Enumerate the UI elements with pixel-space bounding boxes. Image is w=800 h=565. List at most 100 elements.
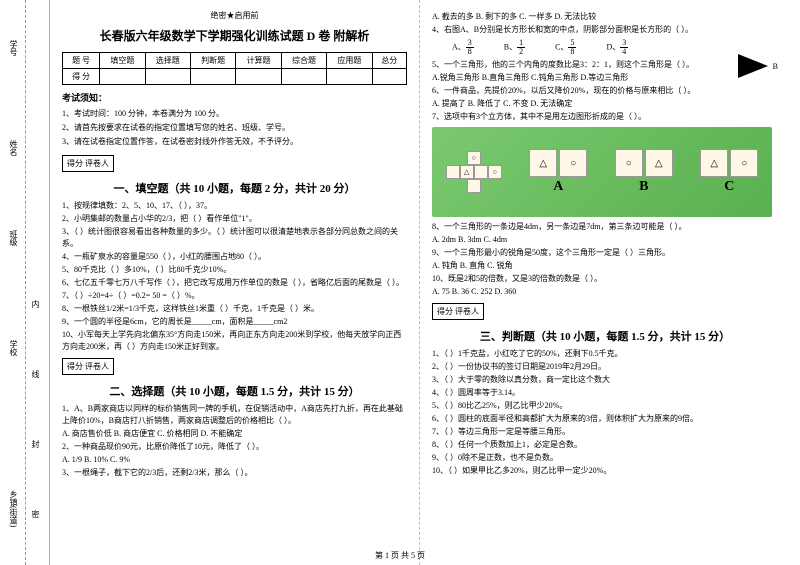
notice-item: 1、考试时间：100 分钟，本卷满分为 100 分。 <box>62 108 407 119</box>
judge-q: 3、（ ）大于零的数除以真分数，商一定比这个数大 <box>432 374 778 386</box>
fill-q: 2、小明集邮的数量占小华的2/3，把（ ）看作单位"1"。 <box>62 213 407 225</box>
notice-item: 3、请在试卷指定位置作答，在试卷密封线外作答无效，不予评分。 <box>62 136 407 147</box>
left-column: 绝密★启用前 长春版六年级数学下学期强化训练试题 D 卷 附解析 题 号 填空题… <box>50 0 420 565</box>
td[interactable] <box>145 69 190 85</box>
choice-q: A. 商店售价低 B. 商店便宜 C. 价格相同 D. 不能确定 <box>62 428 407 440</box>
right-column: A. 截去的多 B. 剩下的多 C. 一样多 D. 无法比较 4、右图A、B分别… <box>420 0 790 565</box>
fill-q: 10、小军每天上学先向北偏东35°方向走150米，再向正东方向走200米到学校，… <box>62 329 407 353</box>
judge-q: 8、（ ）任何一个质数加上1，必定是合数。 <box>432 439 778 451</box>
td[interactable] <box>190 69 235 85</box>
cube-unfold: ○ △ ○ <box>446 151 502 193</box>
judge-q: 7、（ ）等边三角形一定是等腰三角形。 <box>432 426 778 438</box>
cube-face: △ <box>700 149 728 177</box>
score-box: 得分 评卷人 <box>432 303 484 320</box>
choice-q: 4、右图A、B分别是长方形长和宽的中点，阴影部分面积是长方形的（ ）。 <box>432 24 778 36</box>
td[interactable] <box>372 69 406 85</box>
cube-face: ○ <box>559 149 587 177</box>
opt-d: D、34 <box>606 39 628 56</box>
choice-q: 9、一个三角形最小的锐角是50度，这个三角形一定是（ ）三角形。 <box>432 247 778 259</box>
arrow-diagram: B <box>738 54 778 84</box>
th: 综合题 <box>281 53 326 69</box>
notice-title: 考试须知： <box>62 91 407 104</box>
margin-label: 学校 <box>8 340 19 356</box>
choice-opt: A. 2dm B. 3dm C. 4dm <box>432 234 778 246</box>
cube-face: ○ <box>730 149 758 177</box>
judge-q: 10、（ ）如果甲比乙多20%，则乙比甲一定少20%。 <box>432 465 778 477</box>
choice-q: 5、一个三角形，他的三个内角的度数比是3：2：1，则这个三角形是（ ）。 <box>432 59 778 71</box>
score-box: 得分 评卷人 <box>62 358 114 375</box>
seal-word: 密 <box>30 510 41 518</box>
choice-q: 7、选项中有3个立方体，其中不是用左边图形折成的是（ ）。 <box>432 111 778 123</box>
arrow-b-label: B <box>773 62 778 71</box>
th: 计算题 <box>236 53 281 69</box>
cube-face: ○ <box>615 149 643 177</box>
opt-a: A、38 <box>452 39 474 56</box>
secret-label: 绝密★启用前 <box>62 10 407 21</box>
choice-q: 8、一个三角形的一条边是4dm，另一条边是7dm，第三条边可能是（ ）。 <box>432 221 778 233</box>
cube-diagram: ○ △ ○ △○ A ○△ B <box>432 127 772 217</box>
choice-opt: A. 截去的多 B. 剩下的多 C. 一样多 D. 无法比较 <box>432 11 778 23</box>
notice-item: 2、请首先按要求在试卷的指定位置填写您的姓名、班级、学号。 <box>62 122 407 133</box>
opt-b: B、12 <box>504 39 525 56</box>
seal-word: 线 <box>30 370 41 378</box>
judge-q: 6、（ ）圆柱的底面半径和高都扩大为原来的3倍，则体积扩大为原来的9倍。 <box>432 413 778 425</box>
th: 总分 <box>372 53 406 69</box>
unfold-cell: △ <box>460 165 474 179</box>
section-3-title: 三、判断题（共 10 小题，每题 1.5 分，共计 15 分） <box>432 328 778 344</box>
th: 填空题 <box>100 53 145 69</box>
choice-q: 10、既是2和5的倍数，又是3的倍数的数是（ ）。 <box>432 273 778 285</box>
cube-label-a: A <box>553 179 563 195</box>
td[interactable] <box>327 69 372 85</box>
judge-q: 2、（ ）一份协议书的签订日期是2019年2月29日。 <box>432 361 778 373</box>
choice-q: 6、一件商品，先提价20%，以后又降价20%，现在的价格与原来相比（ ）。 <box>432 85 778 97</box>
margin-label: 姓名 <box>8 140 19 156</box>
page-footer: 第 1 页 共 5 页 <box>375 550 425 561</box>
fill-q: 4、一瓶矿泉水的容量是550（ ），小红的腰围占地80（ ）。 <box>62 251 407 263</box>
cube-label-b: B <box>639 179 648 195</box>
td[interactable] <box>281 69 326 85</box>
choice-q: 3、一根绳子，截下它的2/3后，还剩2/3米，那么（ ）。 <box>62 467 407 479</box>
content-area: 绝密★启用前 长春版六年级数学下学期强化训练试题 D 卷 附解析 题 号 填空题… <box>50 0 800 565</box>
seal-word: 封 <box>30 440 41 448</box>
fill-q: 8、一根铁丝1/2米=1/3千克，这样铁丝1米重（ ）千克，1千克是（ ）米。 <box>62 303 407 315</box>
choice-q: A. 1/9 B. 10% C. 9% <box>62 454 407 466</box>
score-table: 题 号 填空题 选择题 判断题 计算题 综合题 应用题 总分 得 分 <box>62 52 407 85</box>
judge-q: 9、（ ）0除不是正数，也不是负数。 <box>432 452 778 464</box>
choice-opt: A. 75 B. 36 C. 252 D. 360 <box>432 286 778 298</box>
cube-label-c: C <box>724 179 734 195</box>
margin-dash-line <box>25 0 26 565</box>
fill-q: 1、按规律填数：2、5、10、17、（ ），37。 <box>62 200 407 212</box>
section-2-title: 二、选择题（共 10 小题，每题 1.5 分，共计 15 分） <box>62 383 407 399</box>
cube-face: △ <box>529 149 557 177</box>
frac-options: A、38 B、12 C、58 D、34 <box>452 39 778 56</box>
th: 选择题 <box>145 53 190 69</box>
td: 得 分 <box>63 69 100 85</box>
choice-q: 1、A、B两家商店以同样的标价销售同一牌的手机，在促销活动中，A商店先打九折，再… <box>62 403 407 427</box>
judge-q: 1、（ ）1千克盐，小红吃了它的50%，还剩下0.5千克。 <box>432 348 778 360</box>
fill-q: 5、80千克比（ ）多10%，（ ）比80千克少10%。 <box>62 264 407 276</box>
score-box: 得分 评卷人 <box>62 155 114 172</box>
choice-q: 2、一种商品现价90元，比原价降低了10元，降低了（ ）。 <box>62 441 407 453</box>
td[interactable] <box>100 69 145 85</box>
th: 应用题 <box>327 53 372 69</box>
td[interactable] <box>236 69 281 85</box>
cube-face: △ <box>645 149 673 177</box>
unfold-cell <box>467 179 481 193</box>
fill-q: 6、七亿五千零七万八千写作（ ），把它改写成用万作单位的数是（ ），省略亿后面的… <box>62 277 407 289</box>
page: 学号 姓名 班级 学校 乡镇(街道) 内 线 封 密 绝密★启用前 长春版六年级… <box>0 0 800 565</box>
margin-label: 学号 <box>8 40 19 56</box>
opt-c: C、58 <box>555 39 576 56</box>
unfold-cell: ○ <box>467 151 481 165</box>
fill-q: 3、（ ）统计图很容易看出各种数量的多少。（ ）统计图可以很清楚地表示各部分同总… <box>62 226 407 250</box>
choice-opt: A. 钝角 B. 直角 C. 锐角 <box>432 260 778 272</box>
unfold-cell <box>474 165 488 179</box>
th: 题 号 <box>63 53 100 69</box>
arrow-icon <box>738 54 768 78</box>
cube-b: ○△ B <box>615 149 673 195</box>
fill-q: 7、（ ）÷20=4÷（ ）=0.2= 50 =（ ）%。 <box>62 290 407 302</box>
cube-a: △○ A <box>529 149 587 195</box>
judge-q: 4、（ ）圆周率等于3.14。 <box>432 387 778 399</box>
section-1-title: 一、填空题（共 10 小题，每题 2 分，共计 20 分） <box>62 180 407 196</box>
exam-title: 长春版六年级数学下学期强化训练试题 D 卷 附解析 <box>62 27 407 44</box>
margin-label: 班级 <box>8 230 19 246</box>
